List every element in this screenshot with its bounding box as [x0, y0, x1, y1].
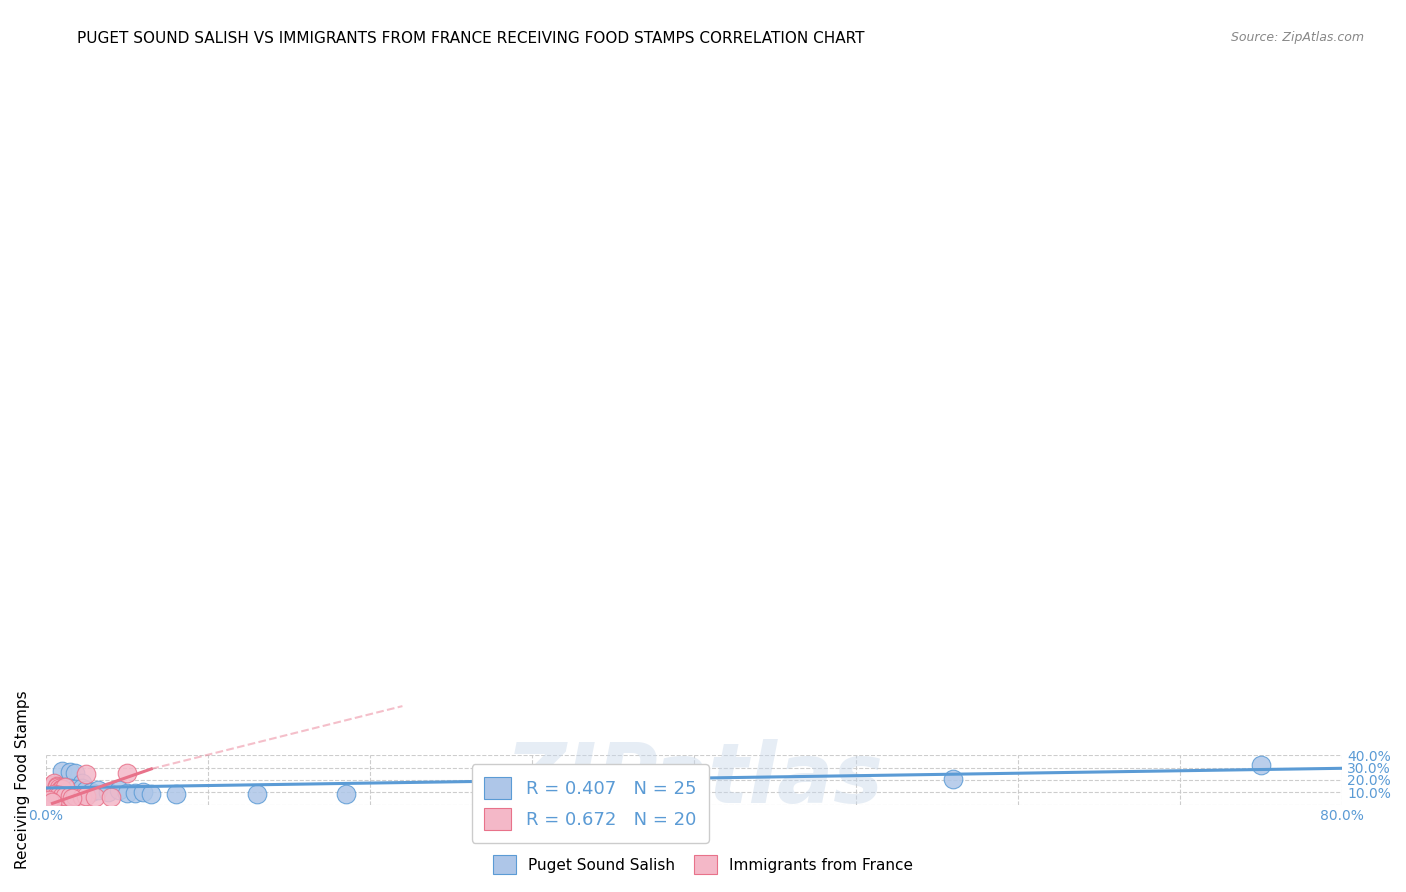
- Point: [63, 789, 86, 804]
- Point: [41, 795, 63, 809]
- Point: [59, 764, 82, 779]
- Point: [51, 764, 73, 779]
- Point: [49, 781, 72, 796]
- Point: [48, 780, 70, 795]
- Legend: Puget Sound Salish, Immigrants from France: Puget Sound Salish, Immigrants from Fran…: [486, 849, 920, 880]
- Point: [42, 787, 65, 801]
- Point: [42, 780, 65, 794]
- Point: [46, 780, 69, 794]
- Point: [48, 789, 70, 803]
- Point: [942, 772, 965, 786]
- Point: [59, 789, 82, 803]
- Point: [115, 765, 138, 780]
- Point: [96, 785, 118, 799]
- Point: [70, 776, 93, 790]
- Point: [115, 786, 138, 800]
- Point: [83, 789, 105, 804]
- Point: [46, 779, 69, 793]
- Point: [76, 783, 98, 797]
- Point: [55, 780, 77, 794]
- Point: [70, 789, 93, 804]
- Point: [108, 783, 131, 797]
- Point: [63, 782, 86, 797]
- Point: [42, 776, 65, 790]
- Point: [335, 787, 357, 801]
- Text: ZIPatlas: ZIPatlas: [505, 739, 883, 821]
- Point: [51, 789, 73, 803]
- Point: [59, 780, 82, 795]
- Point: [46, 788, 69, 802]
- Point: [100, 790, 122, 805]
- Point: [63, 766, 86, 780]
- Point: [55, 789, 77, 803]
- Point: [70, 780, 93, 795]
- Point: [132, 785, 155, 799]
- Point: [42, 779, 65, 793]
- Y-axis label: Receiving Food Stamps: Receiving Food Stamps: [15, 690, 30, 870]
- Text: PUGET SOUND SALISH VS IMMIGRANTS FROM FRANCE RECEIVING FOOD STAMPS CORRELATION C: PUGET SOUND SALISH VS IMMIGRANTS FROM FR…: [77, 31, 865, 46]
- Point: [38, 793, 60, 807]
- Point: [1250, 758, 1272, 772]
- Point: [76, 789, 98, 803]
- Point: [80, 785, 103, 799]
- Point: [51, 782, 73, 797]
- Point: [48, 780, 70, 794]
- Legend: R = 0.407   N = 25, R = 0.672   N = 20: R = 0.407 N = 25, R = 0.672 N = 20: [472, 764, 709, 843]
- Point: [141, 787, 163, 801]
- Point: [124, 786, 146, 800]
- Text: Source: ZipAtlas.com: Source: ZipAtlas.com: [1230, 31, 1364, 45]
- Point: [76, 767, 98, 781]
- Point: [246, 787, 269, 801]
- Point: [55, 780, 77, 795]
- Point: [165, 787, 187, 801]
- Point: [41, 778, 63, 792]
- Point: [87, 783, 110, 797]
- Point: [38, 782, 60, 797]
- Point: [60, 791, 83, 805]
